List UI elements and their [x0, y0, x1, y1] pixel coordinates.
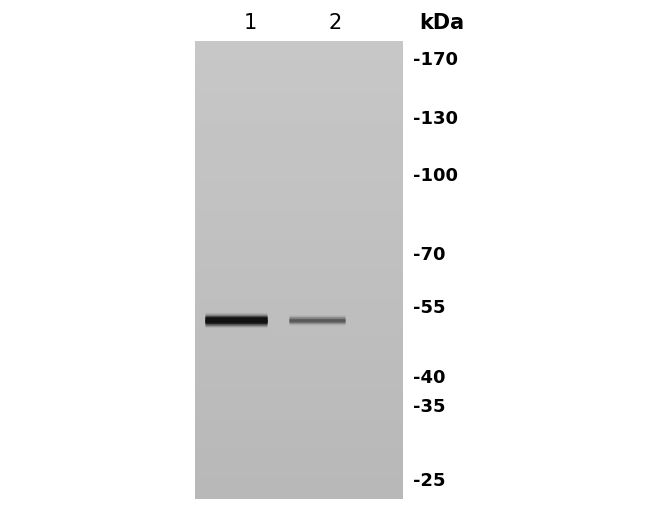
Text: -170: -170	[413, 51, 458, 69]
Text: -25: -25	[413, 472, 445, 490]
Text: -70: -70	[413, 246, 445, 264]
Text: 1: 1	[244, 14, 257, 33]
Text: 2: 2	[328, 14, 341, 33]
Text: -100: -100	[413, 167, 458, 186]
Text: kDa: kDa	[419, 14, 464, 33]
Text: -55: -55	[413, 298, 445, 317]
Text: -40: -40	[413, 369, 445, 387]
Text: -130: -130	[413, 110, 458, 128]
Text: -35: -35	[413, 398, 445, 416]
